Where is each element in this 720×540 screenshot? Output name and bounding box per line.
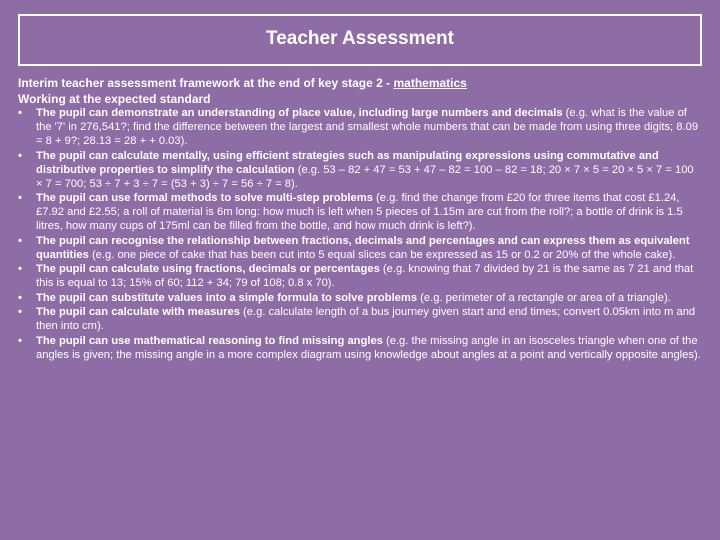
bullet-icon: • — [18, 305, 36, 333]
bullet-text: The pupil can calculate with measures — [36, 306, 240, 318]
bullet-text: The pupil can calculate using fractions,… — [36, 263, 380, 275]
intro-line: Interim teacher assessment framework at … — [18, 76, 702, 90]
subheading: Working at the expected standard — [18, 92, 702, 106]
bullet-icon: • — [18, 191, 36, 233]
list-item: •The pupil can calculate with measures (… — [18, 305, 702, 333]
list-item: •The pupil can recognise the relationshi… — [18, 234, 702, 262]
page-title: Teacher Assessment — [20, 28, 700, 50]
bullet-icon: • — [18, 234, 36, 262]
bullet-icon: • — [18, 106, 36, 148]
list-item: •The pupil can demonstrate an understand… — [18, 106, 702, 148]
bullet-icon: • — [18, 291, 36, 305]
bullet-text: The pupil can demonstrate an understandi… — [36, 107, 563, 119]
bullet-text: The pupil can substitute values into a s… — [36, 292, 417, 304]
intro-subject: mathematics — [393, 76, 466, 90]
bullet-text: The pupil can use mathematical reasoning… — [36, 335, 383, 347]
intro-prefix: Interim teacher assessment framework at … — [18, 76, 393, 90]
bullet-text: The pupil can use formal methods to solv… — [36, 192, 373, 204]
bullet-icon: • — [18, 334, 36, 362]
list-item: •The pupil can use formal methods to sol… — [18, 191, 702, 233]
list-item: •The pupil can use mathematical reasonin… — [18, 334, 702, 362]
bullet-icon: • — [18, 149, 36, 191]
bullet-note: (e.g. perimeter of a rectangle or area o… — [417, 292, 671, 304]
bullet-note: (e.g. one piece of cake that has been cu… — [89, 249, 675, 261]
list-item: •The pupil can calculate using fractions… — [18, 262, 702, 290]
bullet-list: •The pupil can demonstrate an understand… — [18, 106, 702, 362]
list-item: •The pupil can substitute values into a … — [18, 291, 702, 305]
list-item: •The pupil can calculate mentally, using… — [18, 149, 702, 191]
title-box: Teacher Assessment — [18, 14, 702, 66]
bullet-icon: • — [18, 262, 36, 290]
